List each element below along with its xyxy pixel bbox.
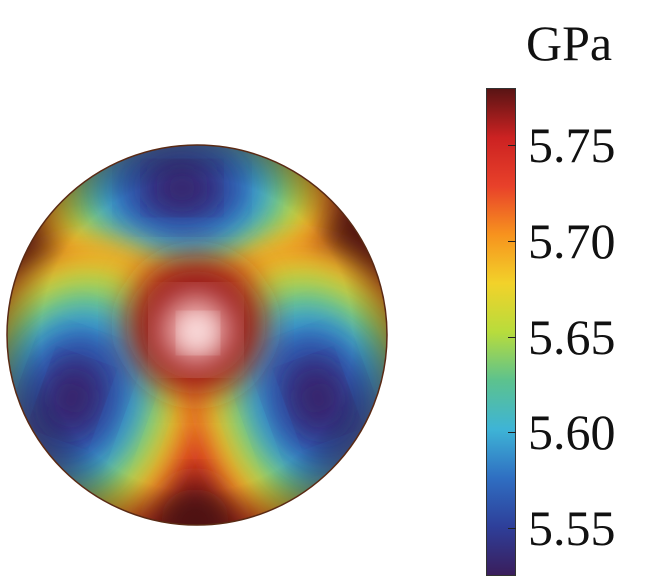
colorbar-unit-label: GPa: [526, 15, 613, 71]
sphere-limb-shading: [7, 145, 387, 525]
colorbar-tick-label: 5.60: [528, 404, 616, 461]
colorbar-tick-mark: [508, 241, 516, 243]
colorbar-tick-label: 5.75: [528, 117, 616, 174]
sphere-surface: [7, 145, 387, 525]
colorbar: [486, 88, 516, 576]
colorbar-tick-label: 5.65: [528, 308, 616, 365]
colorbar-tick-mark: [508, 336, 516, 338]
colorbar-tick-mark: [508, 528, 516, 530]
colorbar-tick-label: 5.70: [528, 213, 616, 270]
colorbar-tick-label: 5.55: [528, 500, 616, 557]
colorbar-tick-mark: [508, 432, 516, 434]
colorbar-tick-mark: [508, 145, 516, 147]
sphere-outline: [6, 144, 388, 526]
